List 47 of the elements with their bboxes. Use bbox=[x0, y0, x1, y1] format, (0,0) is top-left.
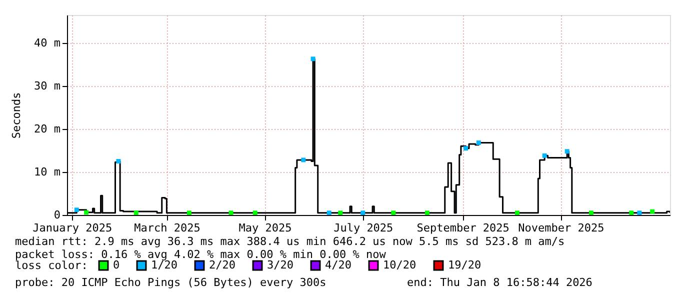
point bbox=[637, 210, 642, 215]
x-tick-label: May 2025 bbox=[238, 222, 292, 234]
legend-label: 10/20 bbox=[383, 258, 416, 272]
point bbox=[564, 149, 570, 154]
x-tick-label: March 2025 bbox=[134, 222, 200, 234]
text: median rtt: 2.9 ms avg 36.3 ms max 388.4 us min 646.2 us now 5.5 ms sd 523.8 m am/s bbox=[15, 235, 565, 248]
point bbox=[252, 210, 258, 215]
point bbox=[134, 210, 138, 215]
legend-label: 4/20 bbox=[325, 258, 352, 272]
x-tick-label: July 2025 bbox=[334, 222, 394, 234]
y-tick-label: 10 m bbox=[34, 165, 61, 178]
y-axis-title: Seconds bbox=[10, 92, 24, 139]
legend-label: 3/20 bbox=[267, 258, 294, 272]
legend-title: loss color: bbox=[15, 259, 88, 272]
point bbox=[116, 159, 121, 164]
point bbox=[391, 210, 396, 215]
y-tick-label: 30 m bbox=[34, 79, 61, 92]
point bbox=[301, 158, 306, 162]
point bbox=[310, 56, 316, 62]
point bbox=[74, 208, 79, 212]
point bbox=[326, 210, 332, 215]
point bbox=[476, 140, 481, 145]
legend-label: 2/20 bbox=[209, 258, 236, 272]
x-tick-label: September 2025 bbox=[416, 222, 510, 234]
text: packet loss: 0.16 % avg 4.02 % max 0.00 % min 0.00 % now bbox=[15, 248, 386, 261]
legend-label: 1/20 bbox=[151, 258, 178, 272]
legend-label: 0 bbox=[113, 258, 120, 272]
point bbox=[338, 210, 343, 215]
x-tick-label: November 2025 bbox=[518, 222, 604, 234]
point bbox=[542, 153, 547, 158]
point bbox=[515, 210, 520, 215]
point bbox=[424, 210, 430, 215]
point bbox=[588, 210, 594, 215]
point bbox=[360, 210, 366, 215]
point bbox=[84, 210, 89, 215]
point bbox=[228, 210, 234, 215]
text: end: Thu Jan 8 16:58:44 2026 bbox=[407, 276, 592, 289]
text: probe: 20 ICMP Echo Pings (56 Bytes) every 300s bbox=[15, 276, 326, 289]
point bbox=[464, 146, 468, 151]
point bbox=[629, 210, 634, 215]
y-tick-label: 0 bbox=[54, 208, 60, 222]
legend-label: 19/20 bbox=[448, 258, 482, 272]
y-tick-label: 40 m bbox=[34, 36, 61, 50]
point bbox=[650, 209, 655, 214]
point bbox=[186, 210, 192, 215]
x-tick-label: January 2025 bbox=[32, 222, 112, 234]
y-tick-label: 20 m bbox=[34, 122, 61, 136]
